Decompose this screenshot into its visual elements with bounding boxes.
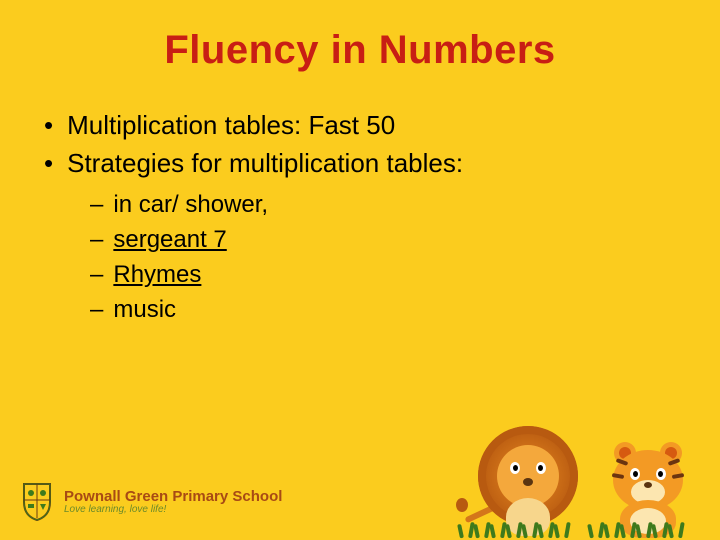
- sub-bullet-item: Rhymes: [90, 258, 720, 293]
- bullet-list: Multiplication tables: Fast 50 Strategie…: [44, 107, 720, 328]
- footer: Pownall Green Primary School Love learni…: [20, 482, 282, 522]
- slide-title: Fluency in Numbers: [0, 0, 720, 73]
- sub-bullet-text: music: [113, 296, 176, 323]
- school-text: Pownall Green Primary School Love learni…: [64, 489, 282, 516]
- sub-bullet-item: sergeant 7: [90, 223, 720, 258]
- school-tagline: Love learning, love life!: [64, 504, 282, 515]
- mascots: [468, 420, 708, 540]
- sub-bullet-text: Rhymes: [113, 261, 201, 288]
- sub-bullet-text: in car/ shower,: [113, 191, 268, 218]
- bullet-item: Strategies for multiplication tables: in…: [44, 145, 720, 328]
- bullet-text: Multiplication tables: Fast 50: [67, 110, 395, 140]
- lion-mascot-icon: [468, 420, 588, 540]
- bullet-text: Strategies for multiplication tables:: [67, 148, 463, 178]
- sub-bullet-item: music: [90, 293, 720, 328]
- school-crest-icon: [20, 482, 54, 522]
- tiger-mascot-icon: [588, 430, 708, 540]
- sub-bullet-text: sergeant 7: [113, 226, 226, 253]
- sub-bullet-item: in car/ shower,: [90, 188, 720, 223]
- bullet-item: Multiplication tables: Fast 50: [44, 107, 720, 145]
- slide: Fluency in Numbers Multiplication tables…: [0, 0, 720, 540]
- school-name: Pownall Green Primary School: [64, 489, 282, 505]
- sub-bullet-list: in car/ shower, sergeant 7 Rhymes music: [90, 188, 720, 327]
